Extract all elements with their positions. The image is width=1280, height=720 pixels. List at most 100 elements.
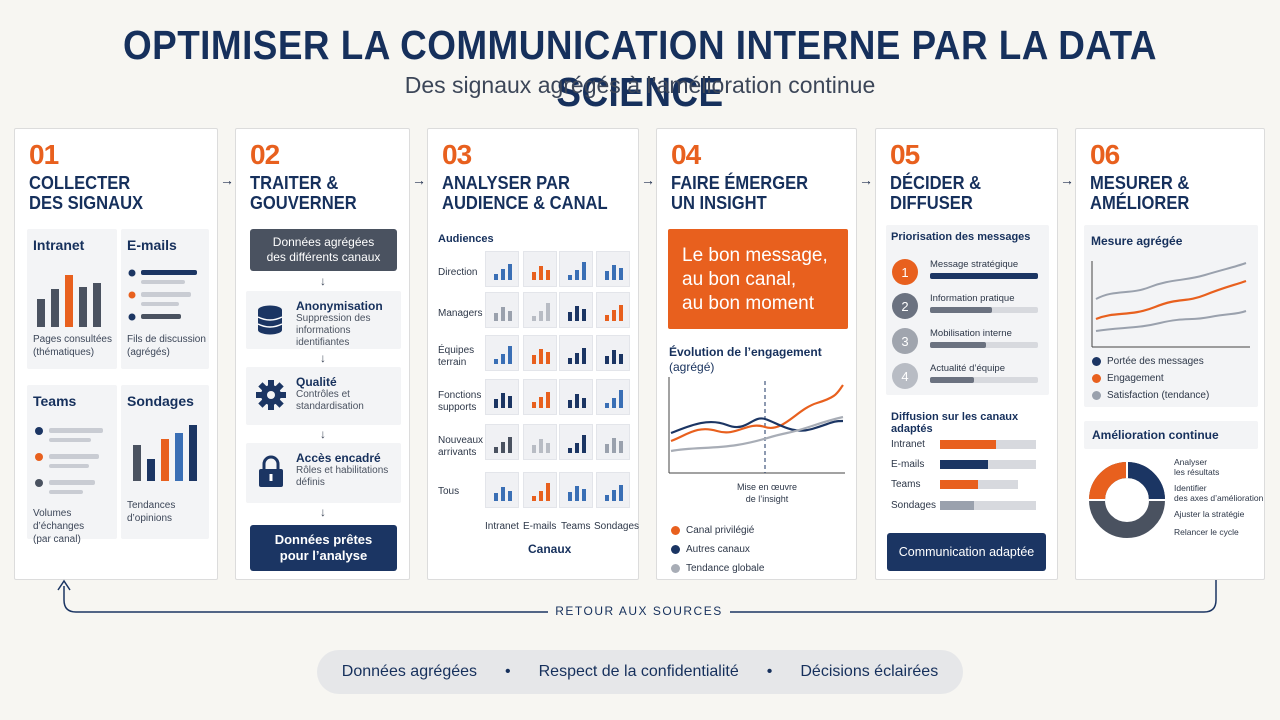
audience-label: Managers [438, 308, 483, 319]
chat-list-icon [35, 427, 103, 494]
step-number: 01 [29, 139, 59, 170]
grid-cell [596, 335, 630, 371]
step-card-analyse: 03 ANALYSER PAR AUDIENCE & CANAL Audience… [427, 128, 639, 580]
grid-cell [523, 335, 557, 371]
principle-item: Données agrégées [341, 663, 478, 680]
flow-arrow-icon: → [412, 172, 426, 188]
channel-label: Teams [561, 521, 591, 532]
source-title: Intranet [33, 237, 85, 253]
grid-cell [596, 292, 630, 328]
communication-adaptee-button[interactable]: Communication adaptée [887, 533, 1046, 571]
audience-label: Équipes terrain [438, 345, 475, 368]
grid-cell [596, 251, 630, 287]
grid-cell [523, 292, 557, 328]
gear-icon [256, 380, 286, 410]
channel-bar [940, 501, 974, 510]
message-list-icon [128, 269, 197, 321]
process-sub: Suppression des informations identifiante… [296, 313, 371, 348]
grid-cell [485, 335, 519, 371]
loop-label: RETOUR AUX SOURCES [555, 604, 723, 618]
channel-label: Sondages [594, 521, 640, 532]
channel-label: E-mails [891, 459, 925, 470]
grid-cell [596, 379, 630, 415]
channels-axis-label: Canaux [528, 542, 572, 556]
process-quality: Qualité Contrôles et standardisation [246, 367, 401, 425]
cycle-step: Identifier des axes d’amélioration [1174, 483, 1264, 503]
source-emails: E-mails Fils de discussion (agrégés) [121, 229, 209, 369]
engagement-line-chart [668, 377, 845, 474]
grid-cell [523, 424, 557, 460]
grid-cell [559, 292, 593, 328]
grid-cell [523, 251, 557, 287]
channel-bar [940, 460, 988, 469]
bar-chart-icon [37, 275, 101, 327]
step-title: MESURER & AMÉLIORER [1090, 173, 1190, 213]
grid-cell [559, 472, 593, 508]
measure-legend: Portée des messages Engagement Satisfact… [1092, 353, 1209, 404]
measure-line-chart [1091, 261, 1250, 348]
priority-item: 1 Message stratégique [892, 259, 1042, 287]
flow-arrow-icon: → [641, 172, 655, 188]
step-title: TRAITER & GOUVERNER [250, 173, 357, 213]
data-ready-box: Données prêtes pour l’analyse [250, 525, 397, 571]
bullet-separator: • [505, 663, 511, 680]
source-sondages: Sondages Tendances d’opinions [121, 385, 209, 539]
grid-cell [559, 335, 593, 371]
improvement-cycle-donut [1089, 462, 1165, 538]
process-anonymisation: Anonymisation Suppression des information… [246, 291, 401, 349]
step-number: 05 [890, 139, 920, 170]
down-arrow-icon: ↓ [320, 274, 326, 288]
channel-label: Sondages [891, 500, 937, 511]
audiences-label: Audiences [438, 233, 494, 245]
principle-item: Respect de la confidentialité [538, 663, 739, 680]
process-sub: Rôles et habilitations définis [296, 465, 389, 488]
grid-cell [559, 251, 593, 287]
diffusion-title: Diffusion sur les canaux adaptés [891, 411, 1019, 435]
step-card-insight: 04 FAIRE ÉMERGER UN INSIGHT Le bon messag… [656, 128, 857, 580]
flow-arrow-icon: → [859, 172, 873, 188]
process-sub: Contrôles et standardisation [296, 389, 364, 412]
step-number: 02 [250, 139, 280, 170]
step-title: COLLECTER DES SIGNAUX [29, 173, 144, 213]
improvement-steps: Analyser les résultats Identifier des axes… [1174, 457, 1263, 537]
source-caption: Fils de discussion (agrégés) [127, 334, 206, 358]
grid-cell [485, 472, 519, 508]
grid-cell [485, 379, 519, 415]
legend-item: Satisfaction (tendance) [1092, 387, 1209, 404]
audience-label: Tous [438, 486, 460, 497]
step-card-measure: 06 MESURER & AMÉLIORER Mesure agrégée Por… [1075, 128, 1265, 580]
audience-label: Fonctions supports [438, 390, 482, 413]
channel-bar [940, 440, 996, 449]
channel-bar [940, 480, 978, 489]
cycle-step: Relancer le cycle [1174, 527, 1239, 537]
process-title: Qualité [296, 375, 337, 389]
down-arrow-icon: ↓ [320, 427, 326, 441]
grid-cell [523, 379, 557, 415]
lock-icon [259, 455, 283, 487]
grid-cell [596, 472, 630, 508]
audience-label: Direction [438, 267, 478, 278]
step-card-decide: 05 DÉCIDER & DIFFUSER Priorisation des me… [875, 128, 1058, 580]
source-caption: Volumes d’échanges (par canal) [33, 508, 85, 545]
process-access: Accès encadré Rôles et habilitations défi… [246, 443, 401, 503]
source-caption: Pages consultées (thématiques) [33, 334, 112, 358]
process-title: Anonymisation [296, 299, 383, 313]
step-number: 03 [442, 139, 472, 170]
audience-label: Nouveaux arrivants [438, 435, 484, 458]
flow-arrow-icon: → [1060, 172, 1074, 188]
source-title: Teams [33, 393, 77, 409]
priority-item: 3 Mobilisation interne [892, 328, 1042, 356]
channel-label: E-mails [523, 521, 557, 532]
database-icon [257, 305, 283, 335]
grid-cell [523, 472, 557, 508]
footer-principles: Données agrégées • Respect de la confide… [317, 650, 963, 694]
channel-label: Teams [891, 479, 921, 490]
channel-label: Intranet [485, 521, 519, 532]
process-title: Accès encadré [296, 451, 381, 465]
engagement-legend: Canal privilégié Autres canaux Tendance … [671, 521, 764, 578]
step-title: DÉCIDER & DIFFUSER [890, 173, 982, 213]
page-title: OPTIMISER LA COMMUNICATION INTERNE PAR L… [122, 22, 1158, 115]
grid-cell [485, 424, 519, 460]
priority-item: 4 Actualité d’équipe [892, 363, 1042, 391]
grid-cell [485, 292, 519, 328]
